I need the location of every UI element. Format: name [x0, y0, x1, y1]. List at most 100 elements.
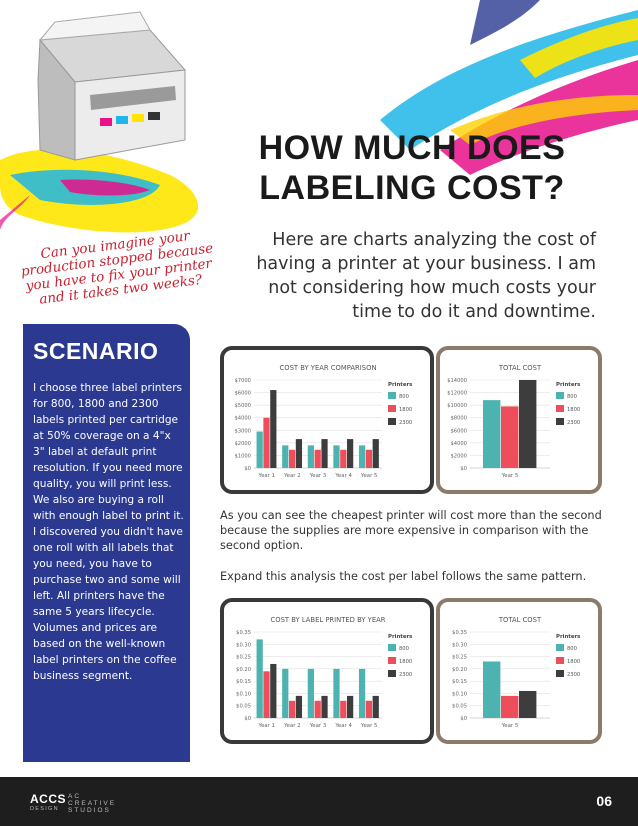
- legend-swatch-2300: [556, 418, 564, 425]
- legend-swatch-800: [556, 644, 564, 651]
- bar-1800-year-1: [263, 671, 270, 718]
- y-tick-label: $0.20: [236, 667, 251, 673]
- footer-bar: ACCS DESIGN AC CREATIVE STUDIOS 06: [0, 777, 638, 826]
- y-tick-label: $0.15: [236, 679, 251, 685]
- y-tick-label: $0.35: [236, 630, 251, 636]
- page-title: HOW MUCH DOES LABELING COST?: [222, 128, 602, 208]
- chart-total-cost-per-label-svg: TOTAL COST $0 $0.05 $0.10 $0.15 $0.20 $0.25 $0.…: [452, 616, 580, 729]
- x-tick-label: Year 5: [360, 723, 378, 729]
- logo-wordmark: ACCS: [30, 792, 67, 806]
- legend-swatch-1800: [556, 657, 564, 664]
- y-tick-label: $0.35: [452, 630, 467, 636]
- legend-label-800: 800: [399, 646, 409, 652]
- y-tick-label: $0.05: [236, 704, 251, 710]
- x-tick-label: Year 5: [360, 473, 378, 479]
- bar-2300-year-1: [270, 663, 277, 718]
- legend-swatch-2300: [556, 670, 564, 677]
- bar-1800-year-5: [501, 695, 519, 718]
- bar-1800-year-2: [288, 700, 296, 718]
- legend-swatch-2300: [388, 670, 396, 677]
- bar-800-year-4: [333, 668, 340, 718]
- chart-title: COST BY YEAR COMPARISON: [279, 364, 376, 372]
- chart-title: TOTAL COST: [498, 616, 542, 624]
- y-tick-label: $2000: [234, 441, 251, 447]
- x-tick-label: Year 2: [283, 723, 301, 729]
- legend-label-1800: 1800: [567, 407, 580, 413]
- page-title-line-2: LABELING COST?: [259, 169, 565, 207]
- chart-cost-by-year: COST BY YEAR COMPARISON $0 $1000 $2000 $3000…: [220, 346, 434, 494]
- bar-1800-year-3: [314, 700, 321, 718]
- bar-800-year-5: [358, 445, 366, 468]
- bar-800-year-1: [256, 639, 263, 718]
- y-tick-label: $6000: [234, 391, 251, 397]
- logo-side-text: AC CREATIVE STUDIOS: [68, 793, 116, 814]
- chart-cost-by-year-svg: COST BY YEAR COMPARISON $0 $1000 $2000 $3000…: [234, 364, 412, 479]
- bar-1800-year-3: [314, 449, 321, 468]
- x-tick-label: Year 4: [334, 473, 352, 479]
- y-tick-label: $0.30: [452, 642, 467, 648]
- bar-2300-year-1: [270, 390, 277, 468]
- legend-label-800: 800: [567, 646, 577, 652]
- bar-800-year-2: [282, 668, 289, 718]
- legend-title: Printers: [388, 382, 412, 388]
- chart-total-cost: TOTAL COST $0 $2000 $4000 $6000 $8000 $10000 $1…: [436, 346, 602, 494]
- expand-paragraph: Expand this analysis the cost per label …: [220, 570, 587, 583]
- bar-2300-year-5: [372, 695, 379, 718]
- x-tick-label: Year 5: [501, 473, 519, 479]
- chart-total-cost-svg: TOTAL COST $0 $2000 $4000 $6000 $8000 $10000 $1…: [447, 364, 580, 479]
- legend-label-2300: 2300: [567, 672, 580, 678]
- x-tick-label: Year 3: [309, 473, 327, 479]
- bar-800-year-1: [256, 431, 263, 468]
- bar-2300-year-4: [347, 439, 354, 468]
- bar-800-year-3: [307, 445, 314, 468]
- legend-title: Printers: [556, 634, 580, 640]
- y-tick-label: $10000: [447, 403, 467, 409]
- legend-swatch-2300: [388, 418, 396, 425]
- y-tick-label: $7000: [234, 378, 251, 384]
- legend-label-1800: 1800: [567, 659, 580, 665]
- x-tick-label: Year 2: [283, 473, 301, 479]
- legend-label-1800: 1800: [399, 407, 412, 413]
- bar-2300-year-2: [295, 695, 303, 718]
- chart-cost-per-label-svg: COST BY LABEL PRINTED BY YEAR $0 $0.05 $0.1…: [236, 616, 412, 729]
- y-tick-label: $0.05: [452, 704, 467, 710]
- y-tick-label: $0.20: [452, 667, 467, 673]
- legend-label-1800: 1800: [399, 659, 412, 665]
- y-tick-label: $0.10: [236, 691, 251, 697]
- y-tick-label: $12000: [447, 391, 467, 397]
- intro-paragraph: Here are charts analyzing the cost of ha…: [256, 230, 596, 322]
- scenario-heading: SCENARIO: [33, 338, 159, 364]
- logo-side-line-3: STUDIOS: [68, 807, 111, 814]
- bar-1800-year-5: [365, 700, 373, 718]
- bar-2300-year-5: [519, 380, 537, 468]
- y-tick-label: $8000: [450, 416, 467, 422]
- bar-2300-year-2: [295, 439, 303, 468]
- y-tick-label: $2000: [450, 453, 467, 459]
- x-tick-label: Year 3: [309, 723, 327, 729]
- bar-1800-year-5: [501, 406, 519, 468]
- y-tick-label: $0.25: [236, 655, 251, 661]
- scenario-text: I choose three label printers for 800, 1…: [33, 382, 184, 682]
- bar-2300-year-3: [321, 695, 328, 718]
- logo-side-line-1: AC: [68, 793, 82, 800]
- y-tick-label: $4000: [234, 416, 251, 422]
- legend-swatch-1800: [388, 657, 396, 664]
- chart-title: COST BY LABEL PRINTED BY YEAR: [271, 616, 386, 624]
- page-number: 06: [596, 793, 612, 809]
- legend-swatch-800: [388, 644, 396, 651]
- x-tick-label: Year 1: [258, 473, 276, 479]
- legend-swatch-1800: [388, 405, 396, 412]
- bar-2300-year-3: [321, 439, 328, 468]
- y-tick-label: $0: [244, 466, 251, 472]
- bar-800-year-4: [333, 445, 340, 468]
- bar-1800-year-5: [365, 449, 373, 468]
- y-tick-label: $3000: [234, 428, 251, 434]
- bar-2300-year-5: [519, 690, 537, 718]
- page-title-line-1: HOW MUCH DOES: [258, 129, 566, 167]
- bar-800-year-3: [307, 668, 314, 718]
- y-tick-label: $0.10: [452, 691, 467, 697]
- bar-1800-year-2: [288, 449, 296, 468]
- x-tick-label: Year 5: [501, 723, 519, 729]
- x-tick-label: Year 4: [334, 723, 352, 729]
- logo-subtitle: DESIGN: [30, 806, 59, 812]
